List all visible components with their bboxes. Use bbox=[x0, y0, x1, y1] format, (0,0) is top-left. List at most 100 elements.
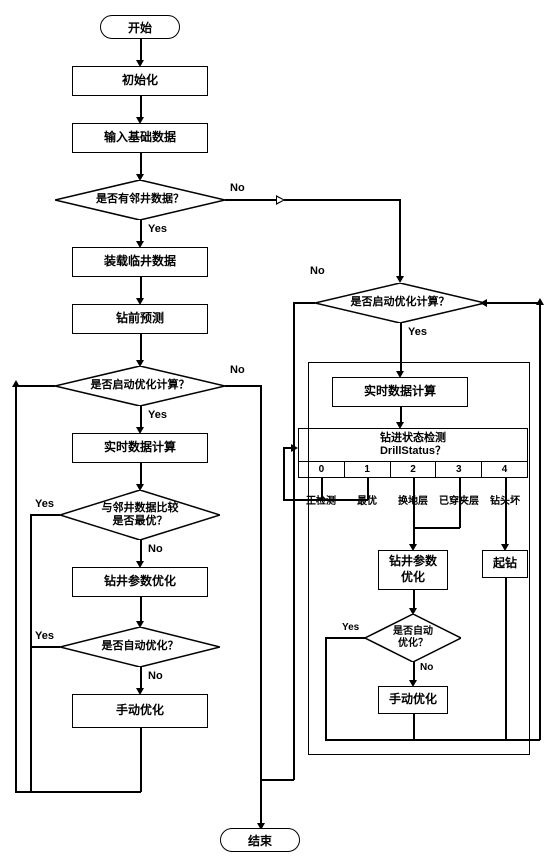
arrow bbox=[140, 463, 142, 486]
load-neighbor-box: 装载临井数据 bbox=[72, 247, 208, 277]
arrowhead bbox=[291, 444, 298, 452]
arrow bbox=[140, 597, 142, 623]
arrow bbox=[293, 302, 295, 780]
manual-opt-left-box: 手动优化 bbox=[72, 694, 208, 728]
compare-optimal-label: 与邻井数据比较 是否最优？ bbox=[102, 502, 179, 528]
status-cells: 0 1 2 3 4 bbox=[299, 461, 527, 477]
status-label-4: 钻头坏 bbox=[482, 496, 528, 508]
arrow bbox=[30, 514, 60, 516]
no-label: No bbox=[230, 182, 245, 194]
arrow bbox=[140, 728, 142, 792]
yes-label: Yes bbox=[148, 409, 167, 421]
arrow bbox=[413, 662, 415, 682]
init-label: 初始化 bbox=[122, 73, 158, 89]
start-opt-right-diamond: 是否启动优化计算？ bbox=[315, 283, 485, 323]
arrow bbox=[413, 590, 415, 610]
start-opt-left-label: 是否启动优化计算？ bbox=[91, 379, 190, 392]
arrow bbox=[284, 199, 400, 201]
auto-opt-left-label: 是否自动优化？ bbox=[102, 640, 179, 653]
arrow bbox=[413, 714, 415, 740]
drill-opt-right-label: 钻井参数 优化 bbox=[389, 554, 437, 585]
trip-out-box: 起钻 bbox=[482, 550, 528, 578]
drill-opt-left-box: 钻井参数优化 bbox=[72, 567, 208, 597]
status-cell-1: 1 bbox=[345, 462, 391, 477]
auto-opt-right-diamond: 是否自动 优化？ bbox=[365, 614, 461, 662]
arrow bbox=[505, 739, 540, 741]
drill-status-title: 钻进状态检测 DrillStatus？ bbox=[299, 429, 527, 461]
status-label-1: 最优 bbox=[344, 496, 390, 508]
arrow bbox=[399, 199, 401, 278]
drill-opt-left-label: 钻井参数优化 bbox=[104, 574, 176, 590]
start-opt-left-diamond: 是否启动优化计算？ bbox=[55, 366, 225, 406]
arrow bbox=[15, 385, 17, 792]
status-cell-2: 2 bbox=[391, 462, 437, 477]
realtime-calc-right-box: 实时数据计算 bbox=[332, 377, 468, 407]
arrow bbox=[325, 637, 365, 639]
start-terminal: 开始 bbox=[100, 15, 180, 39]
manual-opt-left-label: 手动优化 bbox=[116, 703, 164, 719]
arrow bbox=[140, 220, 142, 243]
arrow bbox=[283, 448, 285, 500]
has-neighbor-label: 是否有邻井数据？ bbox=[96, 193, 184, 206]
arrow bbox=[539, 303, 541, 740]
arrow bbox=[400, 323, 402, 373]
compare-optimal-diamond: 与邻井数据比较 是否最优？ bbox=[60, 490, 220, 540]
arrow bbox=[505, 478, 507, 546]
input-base-box: 输入基础数据 bbox=[72, 123, 208, 153]
no-label: No bbox=[230, 364, 245, 376]
input-base-label: 输入基础数据 bbox=[104, 130, 176, 146]
drill-opt-right-box: 钻井参数 优化 bbox=[378, 550, 448, 590]
arrow bbox=[413, 478, 415, 546]
arrow bbox=[140, 540, 142, 563]
arrow bbox=[15, 791, 31, 793]
arrow bbox=[413, 527, 460, 529]
arrowhead bbox=[480, 299, 487, 307]
arrow bbox=[140, 667, 142, 690]
status-cell-0: 0 bbox=[299, 462, 345, 477]
arrowhead bbox=[396, 276, 404, 283]
status-label-0: 正检测 bbox=[298, 496, 344, 508]
arrow bbox=[30, 646, 60, 648]
arrow bbox=[283, 499, 368, 501]
realtime-calc-left-box: 实时数据计算 bbox=[72, 433, 208, 463]
no-label: No bbox=[310, 265, 325, 277]
arrowhead bbox=[536, 298, 544, 305]
start-opt-right-label: 是否启动优化计算？ bbox=[351, 296, 450, 309]
pre-drill-label: 钻前预测 bbox=[116, 311, 164, 327]
arrow bbox=[260, 385, 262, 825]
trip-out-label: 起钻 bbox=[493, 556, 517, 572]
arrow bbox=[140, 96, 142, 119]
manual-opt-right-box: 手动优化 bbox=[378, 686, 448, 714]
status-label-3: 已穿夹层 bbox=[436, 496, 482, 508]
yes-label: Yes bbox=[342, 622, 359, 633]
arrow bbox=[293, 302, 315, 304]
arrow bbox=[505, 578, 507, 740]
no-label: No bbox=[148, 543, 163, 555]
status-labels: 正检测 最优 换地层 已穿夹层 钻头坏 bbox=[298, 496, 528, 508]
start-label: 开始 bbox=[128, 19, 152, 36]
arrow bbox=[140, 153, 142, 176]
arrow bbox=[325, 739, 506, 741]
auto-opt-right-label: 是否自动 优化？ bbox=[393, 626, 433, 650]
arrow bbox=[30, 514, 32, 792]
status-cell-3: 3 bbox=[436, 462, 482, 477]
end-terminal: 结束 bbox=[220, 828, 300, 852]
status-cell-4: 4 bbox=[482, 462, 527, 477]
arrow bbox=[140, 334, 142, 362]
realtime-calc-right-label: 实时数据计算 bbox=[364, 384, 436, 400]
arrow bbox=[30, 791, 141, 793]
arrow bbox=[485, 302, 540, 304]
manual-opt-right-label: 手动优化 bbox=[389, 692, 437, 708]
arrow bbox=[15, 385, 55, 387]
auto-opt-left-diamond: 是否自动优化？ bbox=[60, 627, 220, 667]
drill-status-box: 钻进状态检测 DrillStatus？ 0 1 2 3 4 bbox=[298, 428, 528, 478]
has-neighbor-diamond: 是否有邻井数据？ bbox=[55, 180, 225, 220]
load-neighbor-label: 装载临井数据 bbox=[104, 254, 176, 270]
realtime-calc-left-label: 实时数据计算 bbox=[104, 440, 176, 456]
status-label-2: 换地层 bbox=[390, 496, 436, 508]
arrow bbox=[140, 277, 142, 300]
yes-label: Yes bbox=[148, 223, 167, 235]
end-label: 结束 bbox=[248, 832, 272, 849]
arrow bbox=[261, 779, 294, 781]
yes-label: Yes bbox=[35, 630, 54, 642]
